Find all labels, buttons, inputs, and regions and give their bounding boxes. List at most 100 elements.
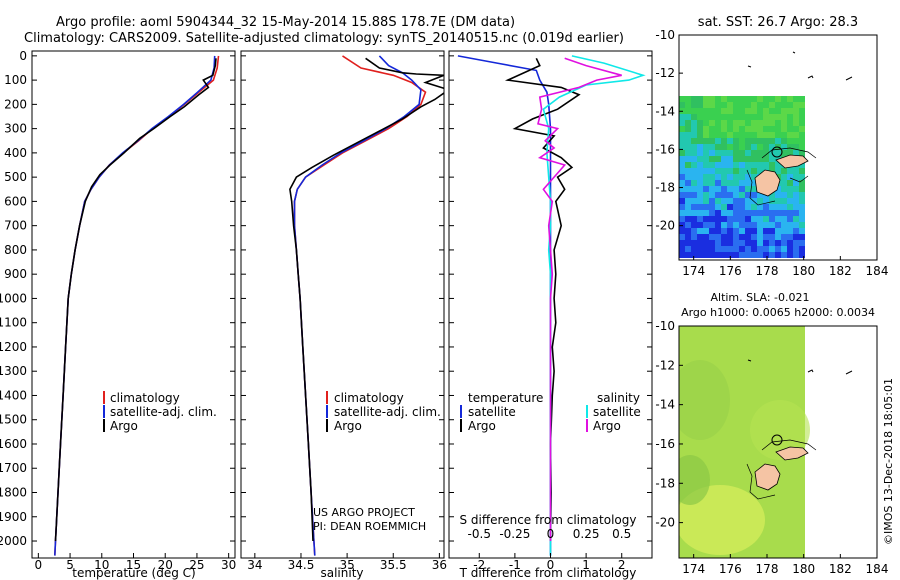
sst-cell: [745, 162, 751, 168]
sst-cell: [769, 108, 775, 114]
sst-cell: [733, 108, 739, 114]
x-tick-label: 10: [94, 558, 109, 572]
sst-cell: [799, 120, 805, 126]
salinity-x-label: salinity: [320, 566, 363, 580]
sst-cell: [739, 180, 745, 186]
map-y-tick-label: -16: [655, 142, 675, 156]
sst-cell: [781, 144, 787, 150]
sst-cell: [703, 210, 709, 216]
sst-cell: [703, 96, 709, 102]
sst-cell: [769, 144, 775, 150]
sst-cell: [793, 234, 799, 240]
sst-cell: [739, 204, 745, 210]
sst-cell: [685, 120, 691, 126]
sst-cell: [745, 168, 751, 174]
sst-cell: [703, 222, 709, 228]
sst-cell: [709, 216, 715, 222]
sst-cell: [763, 156, 769, 162]
sst-cell: [697, 114, 703, 120]
sst-cell: [733, 138, 739, 144]
x-tick-label: 34: [247, 558, 262, 572]
sst-cell: [685, 246, 691, 252]
sst-cell: [715, 210, 721, 216]
sla-coastlines: [746, 359, 853, 500]
sst-cell: [691, 216, 697, 222]
sst-cell: [787, 120, 793, 126]
sst-cell: [709, 150, 715, 156]
sst-cell: [757, 96, 763, 102]
map-x-tick-label: 180: [792, 264, 815, 278]
sst-cell: [727, 252, 733, 258]
sst-cell: [757, 156, 763, 162]
sst-cell: [799, 204, 805, 210]
sst-cell: [715, 246, 721, 252]
sst-cell: [703, 162, 709, 168]
sst-cell: [709, 222, 715, 228]
sst-cell: [787, 150, 793, 156]
sst-cell: [769, 162, 775, 168]
legend-t-argo-label: Argo: [468, 419, 496, 433]
sst-cell: [697, 180, 703, 186]
sst-cell: [679, 168, 685, 174]
sst-cell: [721, 216, 727, 222]
sst-cell: [757, 162, 763, 168]
sst-cell: [763, 102, 769, 108]
small-islands: [747, 51, 853, 81]
sst-cell: [775, 114, 781, 120]
sst-cell: [739, 234, 745, 240]
viti-levu-island: [754, 463, 781, 491]
map-x-tick-label: 178: [756, 562, 779, 576]
sst-cell: [703, 126, 709, 132]
sst-cell: [763, 222, 769, 228]
sst-cell: [733, 210, 739, 216]
sst-cell: [799, 96, 805, 102]
sst-cell: [715, 192, 721, 198]
sst-cell: [757, 240, 763, 246]
sst-cell: [721, 120, 727, 126]
sst-cell: [721, 198, 727, 204]
sst-cell: [685, 132, 691, 138]
sst-cell: [799, 168, 805, 174]
sst-cell: [757, 234, 763, 240]
sst-cell: [697, 162, 703, 168]
salinity-x-axis: 34 34.5 35 35.5 36: [247, 553, 447, 572]
salinity-depth-ticks: [241, 55, 444, 542]
sst-cell: [709, 174, 715, 180]
sst-cell: [727, 198, 733, 204]
sst-cell: [691, 246, 697, 252]
temperature-x-axis: 0 5 10 15 20 25 30: [35, 553, 236, 572]
sst-cell: [769, 120, 775, 126]
s-diff-tick-label: -0.25: [499, 527, 530, 541]
sst-cell: [763, 120, 769, 126]
sst-cell: [787, 168, 793, 174]
sst-cell: [709, 246, 715, 252]
sst-cell: [787, 216, 793, 222]
vanua-levu-island: [775, 154, 809, 169]
sla-map-y-axis: -10 -12 -14 -16 -18 -20: [655, 319, 683, 530]
sst-cell: [715, 96, 721, 102]
sst-cell: [799, 138, 805, 144]
sst-cell: [763, 132, 769, 138]
sst-cell: [703, 240, 709, 246]
sst-cell: [679, 174, 685, 180]
sst-cell: [751, 138, 757, 144]
sst-cell: [721, 138, 727, 144]
sst-cell: [709, 96, 715, 102]
depth-tick-label: 600: [4, 194, 27, 208]
sst-cell: [715, 114, 721, 120]
sst-cell: [775, 246, 781, 252]
sst-cell: [733, 162, 739, 168]
sst-cell: [715, 150, 721, 156]
sst-cell: [763, 252, 769, 258]
sst-cell: [751, 210, 757, 216]
sst-cell: [679, 204, 685, 210]
sst-cell: [703, 198, 709, 204]
sst-cell: [715, 234, 721, 240]
sst-cell: [781, 174, 787, 180]
sst-cell: [733, 102, 739, 108]
sst-cell: [739, 186, 745, 192]
sst-cell: [769, 252, 775, 258]
sst-cell: [691, 150, 697, 156]
s-diff-tick-label: -0.5: [468, 527, 491, 541]
sst-cell: [769, 132, 775, 138]
